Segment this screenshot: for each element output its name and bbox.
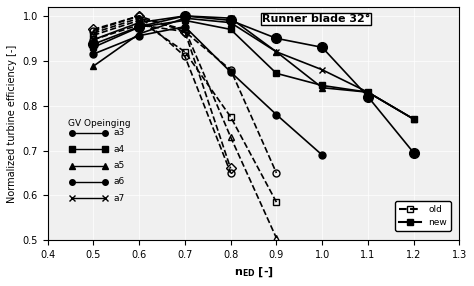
Text: Runner blade 32°: Runner blade 32° — [262, 14, 370, 24]
Legend: old, new: old, new — [395, 201, 451, 231]
Text: a6: a6 — [113, 177, 125, 186]
Text: GV Opeinging: GV Opeinging — [68, 119, 131, 128]
Text: a7: a7 — [113, 194, 125, 203]
Text: a3: a3 — [113, 128, 125, 138]
Text: a5: a5 — [113, 161, 125, 170]
Text: a4: a4 — [113, 145, 125, 154]
X-axis label: $\mathbf{n_{ED}}$ [-]: $\mathbf{n_{ED}}$ [-] — [234, 265, 273, 279]
Y-axis label: Normalized turbine efficiency [-]: Normalized turbine efficiency [-] — [7, 44, 17, 203]
